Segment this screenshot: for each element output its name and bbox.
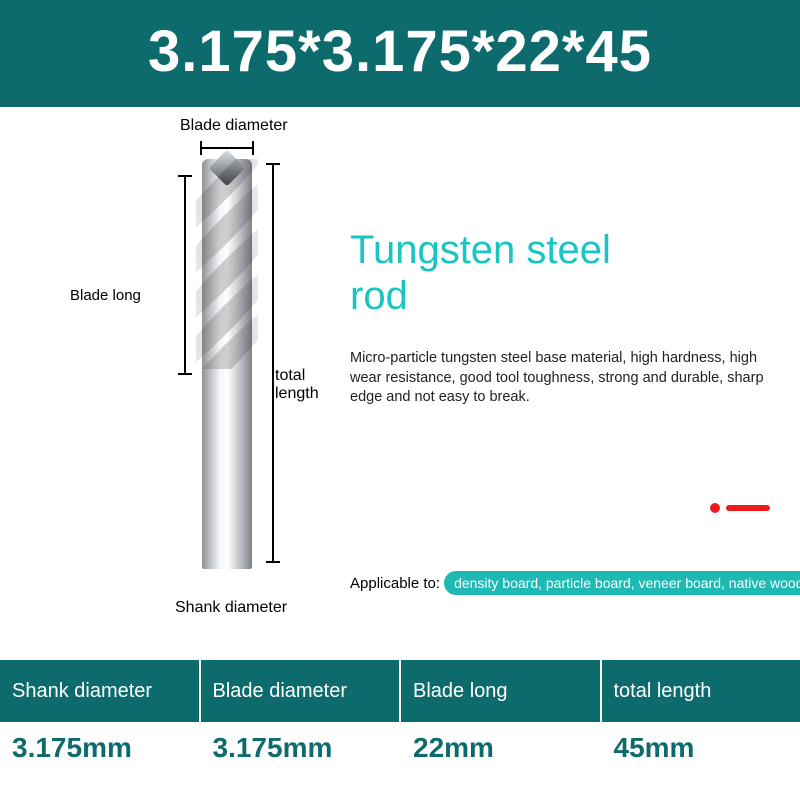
spec-header-cell: Shank diameter <box>0 660 201 722</box>
product-title-line1: Tungsten steel <box>350 228 611 272</box>
spec-header-cell: Blade long <box>401 660 602 722</box>
spec-header-cell: Blade diameter <box>201 660 402 722</box>
spec-header-cell: total length <box>602 660 800 722</box>
header-bar: 3.175*3.175*22*45 <box>0 0 800 107</box>
product-description: Micro-particle tungsten steel base mater… <box>350 349 780 408</box>
decor-dash-icon <box>710 503 770 513</box>
spec-value-cell: 22mm <box>401 722 602 770</box>
spec-value-cell: 45mm <box>602 722 800 770</box>
applicable-pill: density board, particle board, veneer bo… <box>444 571 800 595</box>
blade-long-label: Blade long <box>70 287 141 304</box>
total-length-label: total length <box>275 367 350 403</box>
product-info: Tungsten steel rod Micro-particle tungst… <box>350 227 780 408</box>
blade-long-bracket <box>178 175 192 375</box>
applicable-row: Applicable to: density board, particle b… <box>350 571 780 595</box>
blade-diameter-label: Blade diameter <box>180 117 288 135</box>
bit-diagram: Blade diameter Blade long total length <box>70 117 350 657</box>
shank-diameter-label: Shank diameter <box>175 599 287 617</box>
total-length-bracket <box>266 163 280 563</box>
spec-table: Shank diameter Blade diameter Blade long… <box>0 660 800 770</box>
spec-value-cell: 3.175mm <box>0 722 201 770</box>
spec-header-row: Shank diameter Blade diameter Blade long… <box>0 660 800 722</box>
main-area: Blade diameter Blade long total length <box>0 107 800 667</box>
applicable-label: Applicable to: <box>350 575 440 592</box>
shank-diameter-bracket <box>200 577 254 591</box>
spec-value-row: 3.175mm 3.175mm 22mm 45mm <box>0 722 800 770</box>
page-title: 3.175*3.175*22*45 <box>0 18 800 85</box>
router-bit-icon <box>202 159 252 569</box>
product-title-line2: rod <box>350 274 408 318</box>
spec-value-cell: 3.175mm <box>201 722 402 770</box>
product-title: Tungsten steel rod <box>350 227 780 319</box>
